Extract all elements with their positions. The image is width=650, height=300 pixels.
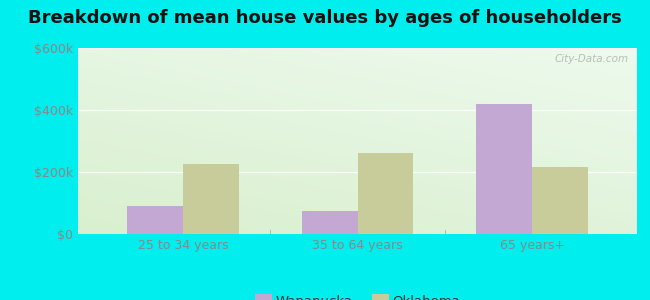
Bar <box>532 167 588 234</box>
Text: Breakdown of mean house values by ages of householders: Breakdown of mean house values by ages o… <box>28 9 622 27</box>
Bar <box>183 164 239 234</box>
Bar <box>302 211 358 234</box>
Bar <box>476 104 532 234</box>
Bar <box>127 206 183 234</box>
Legend: Wapanucka, Oklahoma: Wapanucka, Oklahoma <box>250 290 465 300</box>
Text: City-Data.com: City-Data.com <box>554 54 629 64</box>
Bar <box>358 153 413 234</box>
